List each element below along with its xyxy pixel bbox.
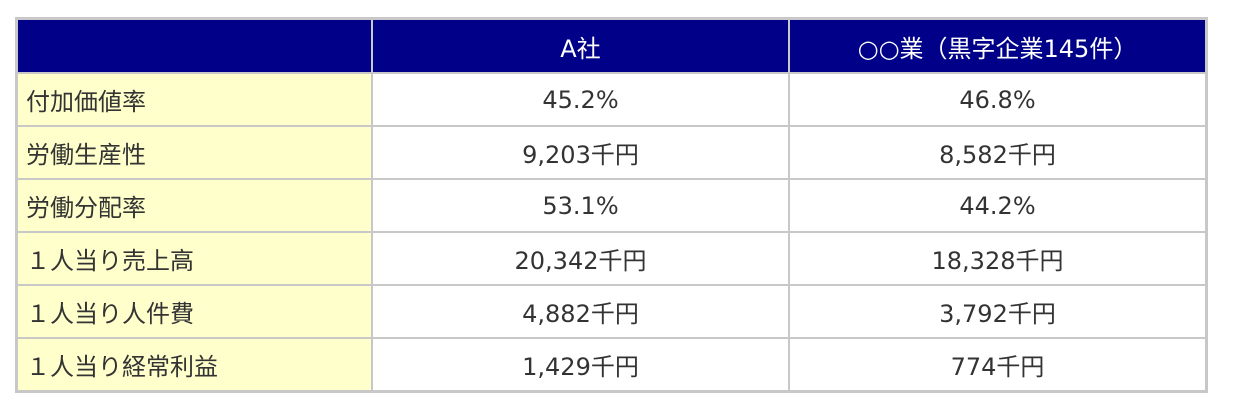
table-header-row: A社 ○○業（黒字企業145件） — [17, 19, 1206, 73]
row-label: 付加価値率 — [17, 73, 372, 126]
value-company-a: 20,342千円 — [372, 232, 789, 285]
value-industry: 46.8% — [789, 73, 1206, 126]
row-label: １人当り売上高 — [17, 232, 372, 285]
value-company-a: 1,429千円 — [372, 338, 789, 391]
header-empty-cell — [17, 19, 372, 73]
row-label: １人当り人件費 — [17, 285, 372, 338]
comparison-table-container: A社 ○○業（黒字企業145件） 付加価値率 45.2% 46.8% 労働生産性… — [15, 17, 1208, 393]
table-row: １人当り売上高 20,342千円 18,328千円 — [17, 232, 1206, 285]
table-row: １人当り人件費 4,882千円 3,792千円 — [17, 285, 1206, 338]
value-company-a: 4,882千円 — [372, 285, 789, 338]
value-industry: 44.2% — [789, 179, 1206, 232]
table-row: 付加価値率 45.2% 46.8% — [17, 73, 1206, 126]
value-industry: 8,582千円 — [789, 126, 1206, 179]
value-industry: 774千円 — [789, 338, 1206, 391]
row-label: 労働分配率 — [17, 179, 372, 232]
value-company-a: 9,203千円 — [372, 126, 789, 179]
table-row: 労働生産性 9,203千円 8,582千円 — [17, 126, 1206, 179]
header-industry: ○○業（黒字企業145件） — [789, 19, 1206, 73]
table-row: 労働分配率 53.1% 44.2% — [17, 179, 1206, 232]
header-company-a: A社 — [372, 19, 789, 73]
row-label: 労働生産性 — [17, 126, 372, 179]
value-company-a: 45.2% — [372, 73, 789, 126]
value-industry: 18,328千円 — [789, 232, 1206, 285]
row-label: １人当り経常利益 — [17, 338, 372, 391]
table-row: １人当り経常利益 1,429千円 774千円 — [17, 338, 1206, 391]
value-company-a: 53.1% — [372, 179, 789, 232]
comparison-table: A社 ○○業（黒字企業145件） 付加価値率 45.2% 46.8% 労働生産性… — [15, 17, 1208, 393]
value-industry: 3,792千円 — [789, 285, 1206, 338]
